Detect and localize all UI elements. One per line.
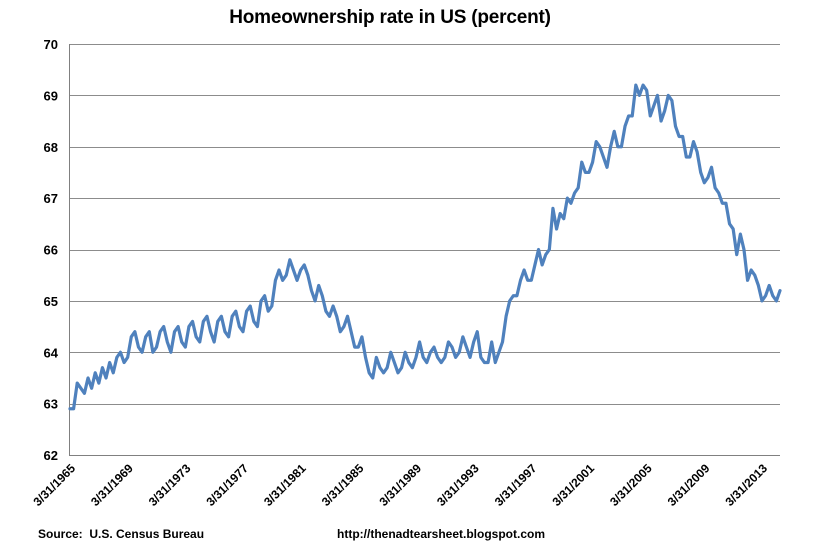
x-tick-label: 3/31/1969 (88, 461, 136, 509)
x-tick-label: 3/31/2013 (722, 461, 770, 509)
x-tick-label: 3/31/1965 (30, 461, 78, 509)
x-tick-label: 3/31/2005 (607, 461, 655, 509)
x-tick-label: 3/31/1977 (203, 461, 251, 509)
x-tick-label: 3/31/1997 (492, 461, 540, 509)
y-tick-label: 70 (44, 37, 58, 52)
x-tick-label: 3/31/1973 (146, 461, 194, 509)
y-tick-label: 62 (44, 448, 58, 463)
y-tick-label: 63 (44, 397, 58, 412)
x-tick-label: 3/31/2001 (549, 461, 597, 509)
source-url: http://thenadtearsheet.blogspot.com (337, 527, 546, 541)
x-tick-label: 3/31/1985 (319, 461, 367, 509)
x-tick-label: 3/31/1993 (434, 461, 482, 509)
x-tick-label: 3/31/1989 (376, 461, 424, 509)
y-tick-label: 65 (44, 294, 58, 309)
y-tick-label: 69 (44, 88, 58, 103)
source-caption: Source: U.S. Census Bureau (38, 527, 205, 541)
y-tick-label: 64 (44, 345, 59, 360)
y-tick-label: 68 (44, 140, 58, 155)
y-tick-label: 66 (44, 243, 58, 258)
x-tick-label: 3/31/1981 (261, 461, 309, 509)
chart-title: Homeownership rate in US (percent) (229, 7, 551, 28)
y-tick-label: 67 (44, 191, 58, 206)
x-tick-label: 3/31/2009 (665, 461, 713, 509)
homeownership-rate-line (68, 83, 782, 411)
